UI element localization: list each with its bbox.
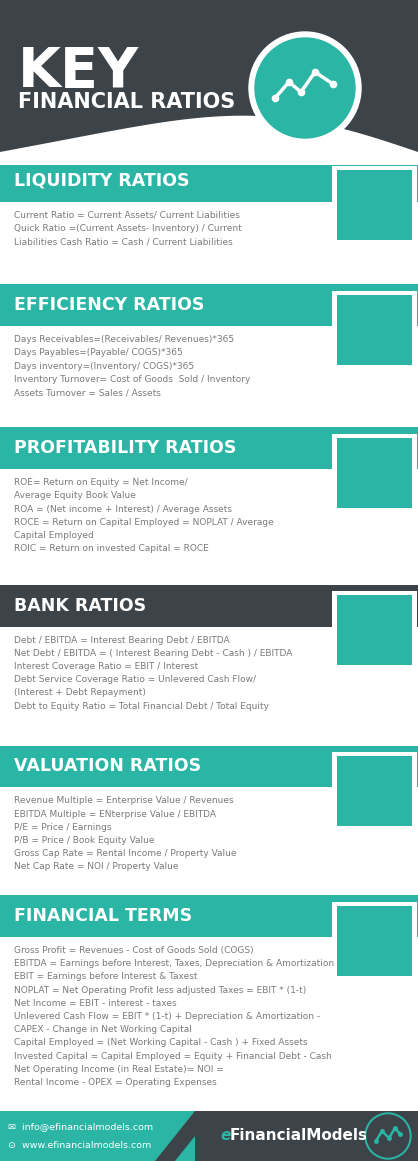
FancyBboxPatch shape <box>0 937 418 1111</box>
FancyBboxPatch shape <box>332 752 417 830</box>
FancyBboxPatch shape <box>195 1111 418 1161</box>
Circle shape <box>368 1116 408 1156</box>
Polygon shape <box>0 116 418 165</box>
Text: Revenue Multiple = Enterprise Value / Revenues
EBITDA Multiple = ENterprise Valu: Revenue Multiple = Enterprise Value / Re… <box>14 796 237 872</box>
Text: KEY: KEY <box>18 45 139 99</box>
FancyBboxPatch shape <box>0 469 418 585</box>
Text: Days Receivables=(Receivables/ Revenues)*365
Days Payables=(Payable/ COGS)*365
D: Days Receivables=(Receivables/ Revenues)… <box>14 336 250 397</box>
FancyBboxPatch shape <box>337 171 412 240</box>
FancyBboxPatch shape <box>332 290 417 369</box>
FancyBboxPatch shape <box>0 202 418 284</box>
FancyBboxPatch shape <box>337 596 412 665</box>
FancyBboxPatch shape <box>0 284 418 326</box>
Text: ✉  info@efinancialmodels.com: ✉ info@efinancialmodels.com <box>8 1123 153 1132</box>
Text: e: e <box>220 1128 230 1144</box>
Text: PROFITABILITY RATIOS: PROFITABILITY RATIOS <box>14 439 236 457</box>
FancyBboxPatch shape <box>0 0 418 160</box>
Text: Current Ratio = Current Assets/ Current Liabilities
Quick Ratio =(Current Assets: Current Ratio = Current Assets/ Current … <box>14 211 242 246</box>
Text: FINANCIAL RATIOS: FINANCIAL RATIOS <box>18 92 235 111</box>
Text: FINANCIAL TERMS: FINANCIAL TERMS <box>14 907 192 925</box>
FancyBboxPatch shape <box>0 160 418 202</box>
FancyBboxPatch shape <box>332 166 417 244</box>
Circle shape <box>255 38 355 138</box>
Text: ⊙  www.efinancialmodels.com: ⊙ www.efinancialmodels.com <box>8 1140 151 1149</box>
Text: ROE= Return on Equity = Net Income/
Average Equity Book Value
ROA = (Net income : ROE= Return on Equity = Net Income/ Aver… <box>14 478 274 554</box>
FancyBboxPatch shape <box>0 787 418 895</box>
FancyBboxPatch shape <box>337 906 412 975</box>
Text: EFFICIENCY RATIOS: EFFICIENCY RATIOS <box>14 296 204 315</box>
Circle shape <box>249 33 361 144</box>
Text: LIQUIDITY RATIOS: LIQUIDITY RATIOS <box>14 172 189 190</box>
Text: Gross Profit = Revenues - Cost of Goods Sold (COGS)
EBITDA = Earnings before Int: Gross Profit = Revenues - Cost of Goods … <box>14 946 334 1087</box>
Circle shape <box>367 1115 409 1158</box>
FancyBboxPatch shape <box>332 434 417 512</box>
Text: Debt / EBITDA = Interest Bearing Debt / EBITDA
Net Debt / EBITDA = ( Interest Be: Debt / EBITDA = Interest Bearing Debt / … <box>14 636 292 711</box>
FancyBboxPatch shape <box>332 591 417 669</box>
FancyBboxPatch shape <box>332 902 417 980</box>
FancyBboxPatch shape <box>0 895 418 937</box>
Text: FinancialModels: FinancialModels <box>230 1128 368 1144</box>
Text: VALUATION RATIOS: VALUATION RATIOS <box>14 757 201 776</box>
FancyBboxPatch shape <box>0 585 418 627</box>
FancyBboxPatch shape <box>0 627 418 745</box>
Circle shape <box>365 1113 411 1159</box>
FancyBboxPatch shape <box>0 326 418 427</box>
FancyBboxPatch shape <box>0 1111 418 1161</box>
FancyBboxPatch shape <box>0 427 418 469</box>
Circle shape <box>365 1113 411 1159</box>
Text: BANK RATIOS: BANK RATIOS <box>14 597 146 615</box>
Circle shape <box>263 46 347 130</box>
FancyBboxPatch shape <box>337 295 412 365</box>
FancyBboxPatch shape <box>337 438 412 507</box>
FancyBboxPatch shape <box>337 756 412 825</box>
Polygon shape <box>155 1111 215 1161</box>
FancyBboxPatch shape <box>0 745 418 787</box>
